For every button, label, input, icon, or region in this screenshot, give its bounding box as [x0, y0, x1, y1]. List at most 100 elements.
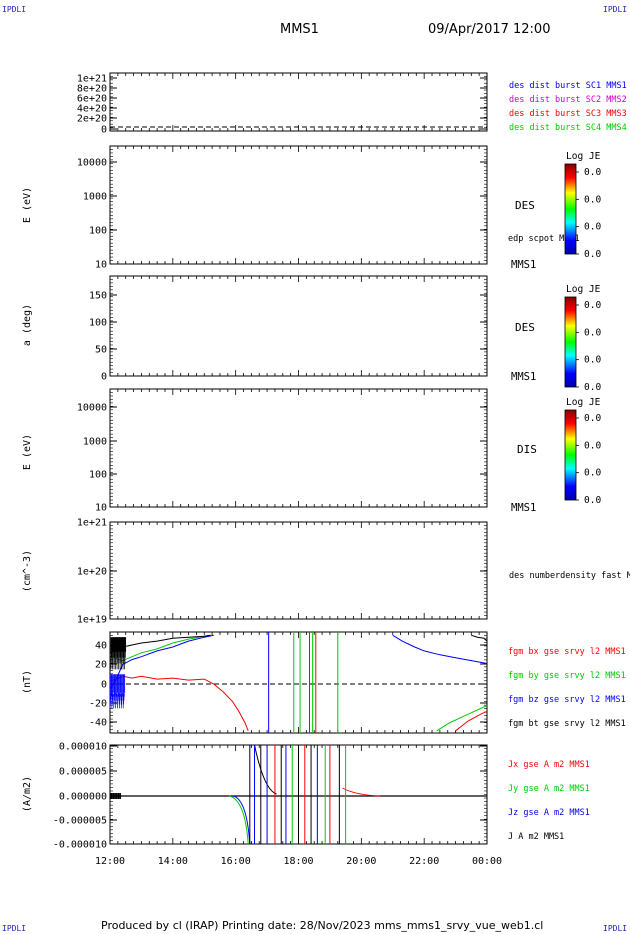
y-axis-label: (nT) [22, 670, 33, 694]
panel-frame [109, 72, 488, 132]
page-title: MMS1 [280, 22, 319, 37]
y-axis-label: (cm^-3) [22, 550, 33, 592]
corner-logo-bottom-left: IPDLI [2, 924, 27, 933]
legend-entry: des dist burst SC3 MMS3 [509, 109, 627, 119]
y-tick-label: -0.000005 [53, 816, 107, 827]
y-tick-label: 0.000000 [59, 792, 107, 803]
y-tick-label: 150 [89, 291, 107, 302]
footer-credits: Produced by cl (IRAP) Printing date: 28/… [101, 919, 544, 932]
corner-logo-top-left: IPDLI [2, 5, 27, 14]
y-tick-label: 0 [101, 372, 107, 383]
panel-frame [109, 631, 488, 734]
x-tick-label: 14:00 [158, 856, 188, 867]
colorbar [564, 409, 577, 501]
colorbar-tick-label: 0.0 [584, 382, 601, 393]
transition-curve [232, 795, 251, 845]
y-tick-label: 0.000010 [59, 742, 107, 753]
y-tick-label: 10000 [77, 158, 107, 169]
y-tick-label: 6e+20 [77, 94, 107, 105]
y-tick-label: 1e+21 [77, 74, 107, 85]
panel-frame [109, 388, 488, 508]
x-tick-label: 20:00 [346, 856, 376, 867]
series-line [455, 710, 488, 732]
y-tick-label: 20 [95, 660, 107, 671]
y-tick-label: 40 [95, 641, 107, 652]
legend-entry: fgm bz gse srvy l2 MMS1 [508, 695, 626, 705]
panel-label: MMS1 [511, 371, 536, 383]
y-tick-label: 8e+20 [77, 84, 107, 95]
series-line [471, 634, 488, 642]
colorbar-label: Log JE [566, 284, 601, 295]
panel-label: MMS1 [511, 259, 536, 271]
y-axis-label: (A/m2) [22, 776, 33, 812]
x-tick-label: 00:00 [472, 856, 502, 867]
colorbar-tick-label: 0.0 [584, 440, 601, 451]
y-tick-label: 10000 [77, 403, 107, 414]
x-tick-label: 22:00 [409, 856, 439, 867]
y-tick-label: 1e+19 [77, 615, 107, 626]
series-line [436, 705, 488, 732]
legend-entry: des dist burst SC2 MMS2 [509, 95, 627, 105]
legend-entry: Jx gse A m2 MMS1 [508, 760, 590, 770]
colorbar-tick-label: 0.0 [584, 327, 601, 338]
legend-entry: Jy gse A m2 MMS1 [508, 784, 590, 794]
transition-curve [342, 787, 381, 797]
y-axis-label: E (eV) [22, 434, 33, 470]
y-tick-label: 10 [95, 260, 107, 271]
panel-frame [109, 521, 488, 620]
y-tick-label: 2e+20 [77, 114, 107, 125]
corner-logo-bottom-right: IPDLI [603, 924, 628, 933]
colorbar-tick-label: 0.0 [584, 355, 601, 366]
y-tick-label: -40 [89, 718, 107, 729]
colorbar-tick-label: 0.0 [584, 167, 601, 178]
colorbar-tick-label: 0.0 [584, 413, 601, 424]
y-tick-label: 50 [95, 345, 107, 356]
colorbar-label: Log JE [566, 397, 601, 408]
panel-frame [109, 275, 488, 377]
y-tick-label: 0 [101, 680, 107, 691]
panel-label: MMS1 [511, 502, 536, 514]
panel-frame [109, 145, 488, 265]
transition-curve [254, 744, 277, 795]
corner-logo-top-right: IPDLI [603, 5, 628, 14]
legend-entry: J A m2 MMS1 [508, 832, 564, 842]
colorbar-tick-label: 0.0 [584, 468, 601, 479]
series-line [109, 675, 249, 731]
y-axis-label: E (eV) [22, 187, 33, 223]
x-tick-label: 16:00 [221, 856, 251, 867]
legend-entry: des numberdensity fast MMS1 [509, 571, 630, 581]
colorbar-tick-label: 0.0 [584, 249, 601, 260]
panel-label: DES [515, 321, 535, 334]
y-tick-label: 100 [89, 318, 107, 329]
series-line [109, 634, 214, 690]
panel-label: DIS [517, 443, 537, 456]
legend-entry: des dist burst SC4 MMS4 [509, 123, 627, 133]
series-line [392, 634, 488, 664]
y-tick-label: 100 [89, 470, 107, 481]
legend-entry: fgm bx gse srvy l2 MMS1 [508, 647, 626, 657]
x-tick-label: 12:00 [95, 856, 125, 867]
y-tick-label: 100 [89, 226, 107, 237]
y-tick-label: 1000 [83, 192, 107, 203]
colorbar [564, 296, 577, 388]
colorbar-tick-label: 0.0 [584, 194, 601, 205]
colorbar [564, 163, 577, 255]
legend-entry: fgm bt gse srvy l2 MMS1 [508, 719, 626, 729]
panel-label: DES [515, 199, 535, 212]
transition-curve [229, 795, 249, 845]
colorbar-tick-label: 0.0 [584, 495, 601, 506]
colorbar-tick-label: 0.0 [584, 300, 601, 311]
legend-entry: des dist burst SC1 MMS1 [509, 81, 627, 91]
y-tick-label: 0.000005 [59, 767, 107, 778]
legend-entry: Jz gse A m2 MMS1 [508, 808, 590, 818]
y-tick-label: 1000 [83, 437, 107, 448]
y-tick-label: 1e+20 [77, 567, 107, 578]
x-tick-label: 18:00 [283, 856, 313, 867]
y-tick-label: -20 [89, 699, 107, 710]
y-tick-label: -0.000010 [53, 840, 107, 851]
colorbar-label: Log JE [566, 151, 601, 162]
colorbar-tick-label: 0.0 [584, 222, 601, 233]
y-tick-label: 10 [95, 503, 107, 514]
y-tick-label: 1e+21 [77, 518, 107, 529]
